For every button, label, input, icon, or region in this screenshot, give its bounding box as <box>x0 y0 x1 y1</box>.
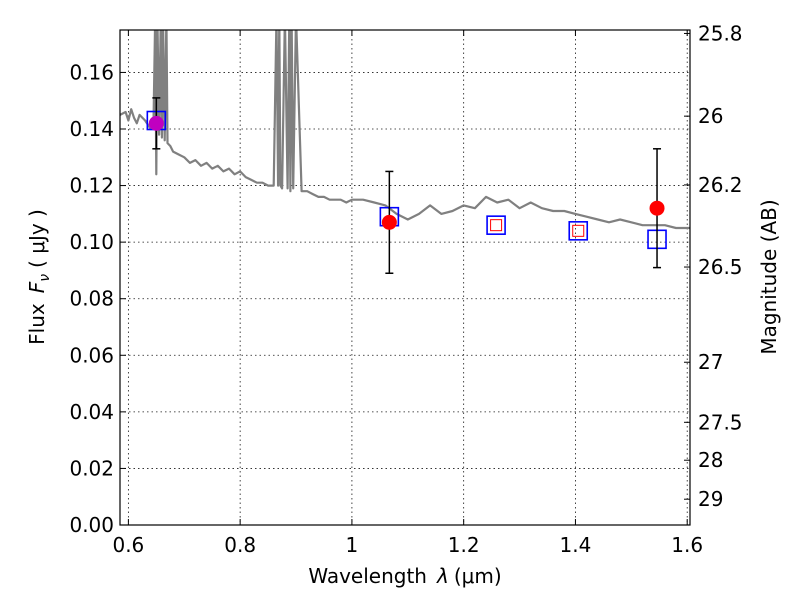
y-tick-label: 0.02 <box>69 456 114 480</box>
x-tick-label: 0.8 <box>224 533 256 557</box>
observed-inner-square <box>490 219 503 232</box>
x-tick-label: 1.2 <box>448 533 480 557</box>
x-axis-label: Wavelength λ (μm) <box>308 564 501 588</box>
axis-ticks: 0.6 0.8 1 1.2 1.4 1.6 0.00 0.02 0.04 0.06 0.08 0.10… <box>69 21 742 557</box>
right-tick-label: 27.5 <box>698 410 743 434</box>
observed-flux-point <box>148 115 164 131</box>
right-axis-label: Magnitude (AB) <box>757 199 781 354</box>
model-spectrum-line <box>120 30 690 230</box>
right-tick-label: 25.8 <box>698 21 743 45</box>
observed-inner-square <box>572 224 585 237</box>
y-axis-label: FluxFν( μJy ) <box>25 209 53 345</box>
y-tick-label: 0.00 <box>69 513 114 537</box>
y-tick-label: 0.14 <box>69 117 114 141</box>
x-tick-label: 1.4 <box>560 533 592 557</box>
y-tick-label: 0.16 <box>69 60 114 84</box>
observed-flux-point <box>649 200 665 216</box>
x-tick-label: 1 <box>346 533 359 557</box>
model-photometry-square <box>486 215 506 235</box>
right-tick-label: 26.2 <box>698 173 743 197</box>
y-tick-label: 0.08 <box>69 287 114 311</box>
right-tick-label: 29 <box>698 487 723 511</box>
y-tick-label: 0.04 <box>69 400 114 424</box>
y-tick-label: 0.12 <box>69 174 114 198</box>
observed-flux-point <box>381 214 397 230</box>
y-tick-label: 0.10 <box>69 230 114 254</box>
right-tick-label: 26 <box>698 104 723 128</box>
grid <box>120 30 690 525</box>
plot-data <box>120 30 690 275</box>
x-tick-label: 1.6 <box>671 533 703 557</box>
right-tick-label: 28 <box>698 448 723 472</box>
right-tick-label: 26.5 <box>698 255 743 279</box>
y-tick-label: 0.06 <box>69 343 114 367</box>
plot-frame <box>119 29 691 526</box>
x-tick-label: 0.6 <box>112 533 144 557</box>
right-tick-label: 27 <box>698 350 723 374</box>
model-photometry-square <box>568 221 589 241</box>
